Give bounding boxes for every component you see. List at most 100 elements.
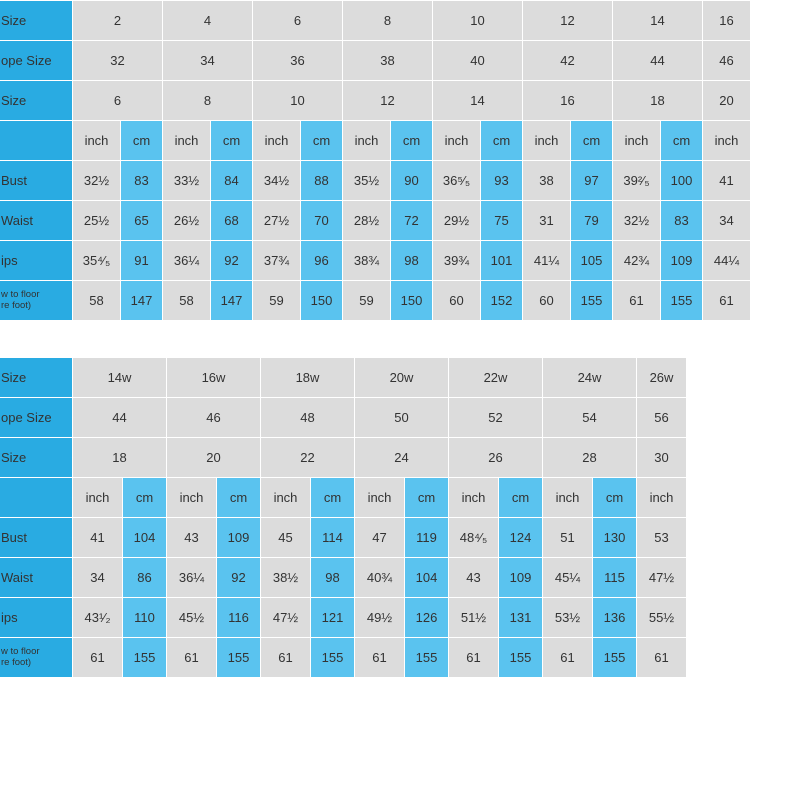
hollow-inch-cell: 59 — [343, 281, 391, 321]
bust-inch-cell: 45 — [261, 518, 311, 558]
bust-inch-cell: 41 — [73, 518, 123, 558]
waist-inch-cell: 27½ — [253, 201, 301, 241]
hollow-inch-cell: 58 — [73, 281, 121, 321]
size-cell: 4 — [163, 1, 253, 41]
waist-cm-cell: 104 — [405, 558, 449, 598]
row-label-uk: Size — [0, 438, 73, 478]
hips-inch-cell: 53½ — [543, 598, 593, 638]
waist-inch-cell: 32½ — [613, 201, 661, 241]
unit-inch-header: inch — [449, 478, 499, 518]
uk-cell: 20 — [167, 438, 261, 478]
europe-cell: 46 — [703, 41, 751, 81]
unit-cm-header: cm — [301, 121, 343, 161]
unit-cm-header: cm — [123, 478, 167, 518]
size-cell: 22w — [449, 358, 543, 398]
hips-cm-cell: 126 — [405, 598, 449, 638]
hips-inch-cell: 38¾ — [343, 241, 391, 281]
size-cell: 8 — [343, 1, 433, 41]
hollow-inch-cell: 61 — [73, 638, 123, 678]
unit-cm-header: cm — [593, 478, 637, 518]
unit-inch-header: inch — [167, 478, 217, 518]
uk-cell: 22 — [261, 438, 355, 478]
hips-inch-cell: 36¼ — [163, 241, 211, 281]
waist-inch-cell: 45¼ — [543, 558, 593, 598]
hollow-inch-cell: 60 — [433, 281, 481, 321]
hips-inch-cell: 41¼ — [523, 241, 571, 281]
hollow-cm-cell: 155 — [217, 638, 261, 678]
row-label-waist: Waist — [0, 201, 73, 241]
hollow-cm-cell: 150 — [301, 281, 343, 321]
unit-cm-header: cm — [211, 121, 253, 161]
uk-cell: 12 — [343, 81, 433, 121]
row-label-hollow: w to floorre foot) — [0, 281, 73, 321]
waist-cm-cell: 92 — [217, 558, 261, 598]
unit-inch-header: inch — [433, 121, 481, 161]
hips-inch-cell: 55½ — [637, 598, 687, 638]
hips-cm-cell: 131 — [499, 598, 543, 638]
waist-cm-cell: 70 — [301, 201, 343, 241]
hips-inch-cell: 39¾ — [433, 241, 481, 281]
bust-inch-cell: 41 — [703, 161, 751, 201]
hips-cm-cell: 92 — [211, 241, 253, 281]
hollow-cm-cell: 147 — [211, 281, 253, 321]
unit-cm-header: cm — [405, 478, 449, 518]
size-cell: 20w — [355, 358, 449, 398]
hips-inch-cell: 37¾ — [253, 241, 301, 281]
waist-cm-cell: 75 — [481, 201, 523, 241]
unit-cm-header: cm — [481, 121, 523, 161]
row-label-uk: Size — [0, 81, 73, 121]
hollow-cm-cell: 155 — [123, 638, 167, 678]
waist-inch-cell: 38½ — [261, 558, 311, 598]
hollow-cm-cell: 155 — [311, 638, 355, 678]
europe-cell: 54 — [543, 398, 637, 438]
hips-cm-cell: 91 — [121, 241, 163, 281]
bust-inch-cell: 32½ — [73, 161, 121, 201]
hollow-cm-cell: 155 — [571, 281, 613, 321]
unit-inch-header: inch — [253, 121, 301, 161]
hollow-inch-cell: 60 — [523, 281, 571, 321]
waist-cm-cell: 79 — [571, 201, 613, 241]
unit-cm-header: cm — [217, 478, 261, 518]
hips-cm-cell: 105 — [571, 241, 613, 281]
bust-cm-cell: 84 — [211, 161, 253, 201]
size-cell: 2 — [73, 1, 163, 41]
row-label-europe: ope Size — [0, 41, 73, 81]
hollow-inch-cell: 61 — [703, 281, 751, 321]
hollow-cm-cell: 155 — [661, 281, 703, 321]
bust-inch-cell: 38 — [523, 161, 571, 201]
hips-cm-cell: 98 — [391, 241, 433, 281]
waist-inch-cell: 34 — [73, 558, 123, 598]
bust-cm-cell: 93 — [481, 161, 523, 201]
hips-cm-cell: 109 — [661, 241, 703, 281]
hollow-inch-cell: 61 — [613, 281, 661, 321]
hollow-inch-cell: 59 — [253, 281, 301, 321]
hips-inch-cell: 43¹⁄₂ — [73, 598, 123, 638]
hips-cm-cell: 116 — [217, 598, 261, 638]
europe-cell: 44 — [613, 41, 703, 81]
unit-cm-header: cm — [121, 121, 163, 161]
bust-cm-cell: 88 — [301, 161, 343, 201]
row-label-hollow: w to floorre foot) — [0, 638, 73, 678]
hips-inch-cell: 44¼ — [703, 241, 751, 281]
uk-cell: 26 — [449, 438, 543, 478]
row-label-hips: ips — [0, 598, 73, 638]
hollow-inch-cell: 61 — [167, 638, 217, 678]
uk-cell: 18 — [613, 81, 703, 121]
size-cell: 24w — [543, 358, 637, 398]
hollow-inch-cell: 61 — [543, 638, 593, 678]
hollow-cm-cell: 155 — [593, 638, 637, 678]
unit-inch-header: inch — [613, 121, 661, 161]
unit-inch-header: inch — [355, 478, 405, 518]
row-label-europe: ope Size — [0, 398, 73, 438]
hips-inch-cell: 35⁴⁄₅ — [73, 241, 121, 281]
waist-cm-cell: 98 — [311, 558, 355, 598]
uk-cell: 28 — [543, 438, 637, 478]
bust-cm-cell: 114 — [311, 518, 355, 558]
waist-cm-cell: 65 — [121, 201, 163, 241]
hollow-inch-cell: 61 — [261, 638, 311, 678]
uk-cell: 6 — [73, 81, 163, 121]
size-cell: 26w — [637, 358, 687, 398]
europe-cell: 52 — [449, 398, 543, 438]
waist-inch-cell: 36¼ — [167, 558, 217, 598]
bust-cm-cell: 83 — [121, 161, 163, 201]
